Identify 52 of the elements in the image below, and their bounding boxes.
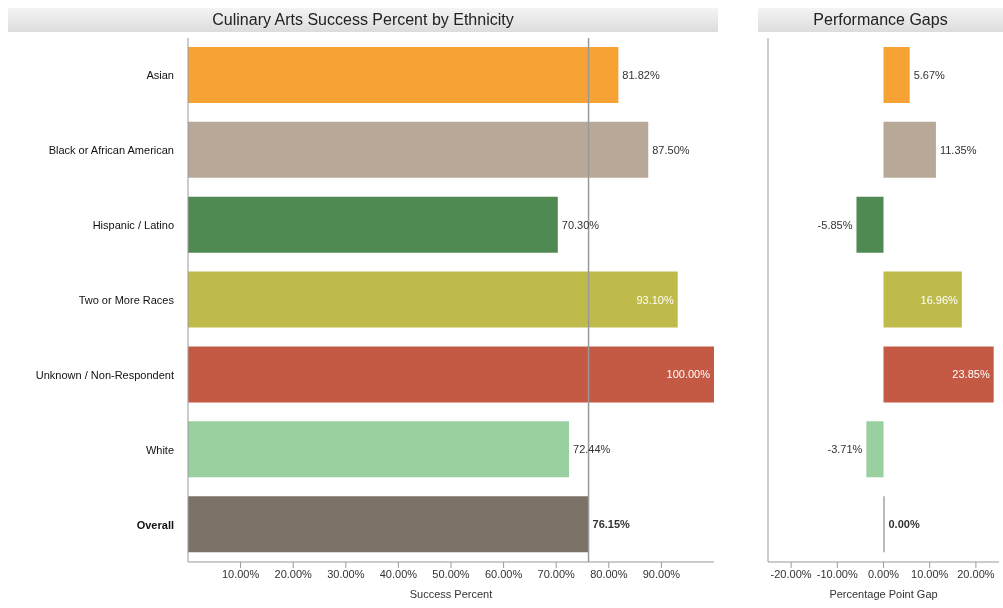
data-label: 87.50%: [652, 143, 690, 156]
bar: [188, 196, 558, 253]
data-label: 93.10%: [636, 293, 674, 306]
x-tick-label: -20.00%: [770, 567, 812, 580]
data-label: 81.82%: [622, 69, 660, 81]
chart-title: Culinary Arts Success Percent by Ethnicity: [8, 8, 718, 32]
data-label: 70.30%: [561, 218, 600, 231]
x-tick-label: 0.00%: [867, 567, 900, 580]
x-tick-label: 20.00%: [274, 567, 313, 580]
y-tick-label: Unknown / Non-Respondent: [35, 368, 174, 381]
chart-title: Performance Gaps: [758, 8, 1003, 32]
data-label: 72.44%: [573, 443, 611, 456]
bar: [883, 271, 962, 328]
x-axis-title: Percentage Point Gap: [829, 588, 938, 600]
data-label: -5.85%: [817, 218, 853, 231]
y-tick-label: Asian: [146, 69, 174, 82]
data-label: 0.00%: [888, 518, 920, 531]
data-label: 5.67%: [913, 69, 946, 81]
x-tick-label: 90.00%: [642, 567, 681, 580]
bar: [188, 47, 619, 103]
data-label: 16.96%: [920, 293, 959, 306]
bar: [188, 496, 589, 553]
x-tick-label: 20.00%: [957, 567, 995, 580]
x-tick-label: 10.00%: [911, 567, 949, 580]
x-tick-label: 80.00%: [590, 567, 628, 580]
bar: [866, 421, 884, 478]
data-label: 11.35%: [939, 143, 977, 156]
bar: [188, 271, 678, 328]
bar: [883, 121, 936, 178]
x-tick-label: -10.00%: [816, 567, 858, 580]
bar: [188, 121, 649, 178]
data-label: 100.00%: [666, 368, 711, 381]
y-tick-label: Two or More Races: [78, 294, 175, 306]
y-tick-label: White: [145, 443, 174, 456]
data-label: 23.85%: [952, 368, 990, 381]
y-tick-label: Overall: [136, 518, 174, 531]
x-tick-label: 60.00%: [484, 567, 523, 580]
x-tick-label: 50.00%: [432, 567, 470, 580]
y-tick-label: Black or African American: [48, 144, 174, 157]
data-label: -3.71%: [827, 443, 863, 456]
bar: [188, 421, 570, 478]
x-tick-label: 70.00%: [537, 567, 576, 580]
data-label: 76.15%: [592, 518, 631, 531]
x-tick-label: 40.00%: [379, 567, 418, 580]
bar: [883, 47, 910, 103]
bar: [856, 196, 884, 253]
x-tick-label: 10.00%: [221, 567, 260, 580]
x-tick-label: 30.00%: [327, 567, 365, 580]
bar: [883, 346, 994, 403]
y-tick-label: Hispanic / Latino: [92, 219, 174, 232]
x-axis-title: Success Percent: [409, 588, 493, 600]
bar: [188, 346, 714, 403]
